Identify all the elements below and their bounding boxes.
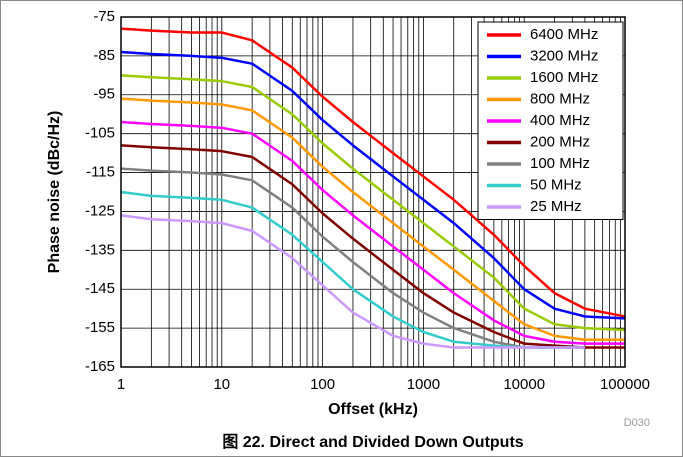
series-line: [120, 120, 625, 345]
legend-label: 400 MHz: [530, 112, 590, 129]
y-tick-label: -145: [85, 280, 115, 297]
y-tick-label: -95: [93, 86, 115, 103]
figure-id: D030: [624, 417, 650, 429]
series-line: [120, 50, 626, 320]
legend-label: 200 MHz: [530, 133, 590, 150]
x-tick-label: 10: [213, 376, 230, 393]
x-tick-label: 1: [117, 376, 125, 393]
x-tick-label: 100000: [600, 376, 650, 393]
series-line: [120, 74, 626, 332]
legend-label: 50 MHz: [530, 176, 582, 193]
y-axis-label: Phase noise (dBc/Hz): [46, 111, 63, 274]
x-tick-label: 100: [310, 376, 335, 393]
y-tick-label: -105: [85, 125, 115, 142]
x-tick-label: 10000: [503, 376, 545, 393]
x-axis-label: Offset (kHz): [328, 401, 418, 418]
series-line: [120, 97, 625, 342]
series-line: [120, 167, 585, 349]
y-tick-label: -165: [85, 358, 115, 375]
legend-label: 25 MHz: [530, 198, 582, 215]
series-line: [120, 144, 625, 349]
plot-border: [120, 16, 626, 368]
y-tick-label: -155: [85, 319, 115, 336]
y-tick-label: -75: [93, 8, 115, 25]
x-tick-label: 1000: [407, 376, 440, 393]
series-line: [120, 27, 626, 318]
y-tick-label: -135: [85, 241, 115, 258]
legend-label: 800 MHz: [530, 90, 590, 107]
y-tick-label: -125: [85, 202, 115, 219]
legend-label: 3200 MHz: [530, 47, 598, 64]
caption: 图 22. Direct and Divided Down Outputs: [222, 433, 523, 451]
y-tick-label: -115: [86, 164, 115, 181]
series-line: [120, 214, 585, 349]
legend-label: 100 MHz: [530, 155, 590, 172]
y-tick-label: -85: [93, 47, 115, 64]
legend-label: 6400 MHz: [530, 26, 598, 43]
legend-label: 1600 MHz: [530, 69, 598, 86]
